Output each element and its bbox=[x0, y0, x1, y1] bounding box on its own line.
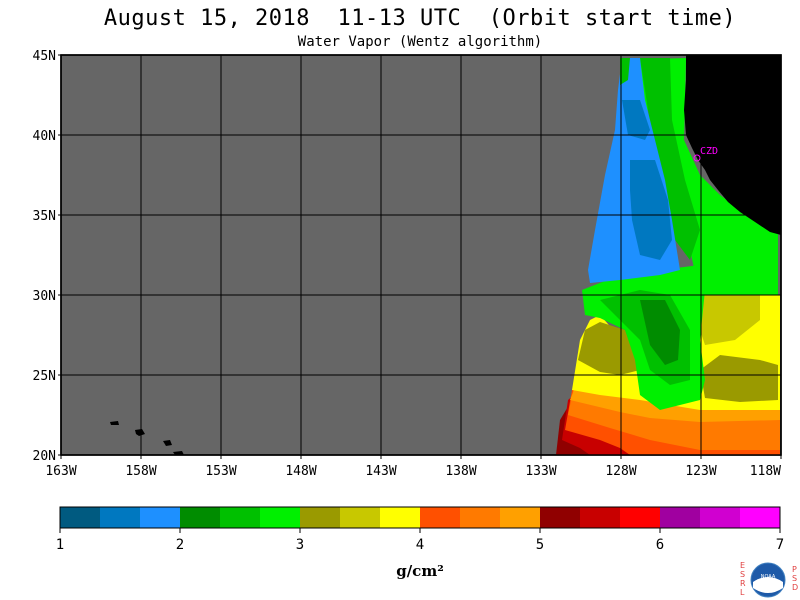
colorbar-swatch bbox=[340, 507, 380, 528]
colorbar-swatch bbox=[420, 507, 460, 528]
grid-lines bbox=[61, 55, 781, 455]
colorbar-swatch bbox=[220, 507, 260, 528]
latitude-label: 25N bbox=[33, 369, 56, 384]
colorbar-swatch bbox=[60, 507, 100, 528]
noaa-logo: NOAA E S R L P S D bbox=[740, 561, 798, 598]
longitude-label: 143W bbox=[365, 464, 396, 479]
colorbar-swatch bbox=[700, 507, 740, 528]
latitude-labels: 45N 40N 35N 30N 25N 20N bbox=[33, 49, 61, 464]
colorbar-swatch bbox=[740, 507, 780, 528]
latitude-label: 45N bbox=[33, 49, 56, 64]
longitude-label: 158W bbox=[125, 464, 156, 479]
logo-letter: L bbox=[740, 588, 745, 597]
colorbar-swatch bbox=[300, 507, 340, 528]
colorbar-swatch bbox=[580, 507, 620, 528]
longitude-label: 128W bbox=[605, 464, 636, 479]
logo-letter: R bbox=[740, 579, 746, 588]
longitude-labels: 163W 158W 153W 148W 143W 138W 133W 128W 123W 118W bbox=[45, 455, 782, 479]
colorbar-tick-label: 3 bbox=[296, 537, 304, 553]
logo-center-text: NOAA bbox=[761, 574, 776, 580]
colorbar-swatch bbox=[380, 507, 420, 528]
logo-letter: P bbox=[792, 565, 797, 574]
colorbar bbox=[59, 506, 781, 529]
longitude-label: 153W bbox=[205, 464, 236, 479]
colorbar-swatch bbox=[540, 507, 580, 528]
colorbar-units: g/cm² bbox=[396, 562, 444, 580]
map-subtitle: Water Vapor (Wentz algorithm) bbox=[297, 34, 543, 50]
station-marker bbox=[693, 154, 701, 162]
longitude-label: 118W bbox=[750, 464, 781, 479]
latitude-label: 20N bbox=[33, 449, 56, 464]
colorbar-swatch bbox=[660, 507, 700, 528]
logo-letter: S bbox=[792, 574, 797, 583]
colorbar-swatch bbox=[260, 507, 300, 528]
longitude-label: 148W bbox=[285, 464, 316, 479]
colorbar-swatch bbox=[500, 507, 540, 528]
colorbar-tick-label: 4 bbox=[416, 537, 424, 553]
colorbar-tick-label: 5 bbox=[536, 537, 544, 553]
logo-letter: S bbox=[740, 570, 745, 579]
longitude-label: 138W bbox=[445, 464, 476, 479]
latitude-label: 35N bbox=[33, 209, 56, 224]
colorbar-swatch bbox=[620, 507, 660, 528]
colorbar-swatch bbox=[460, 507, 500, 528]
longitude-label: 163W bbox=[45, 464, 76, 479]
colorbar-swatch bbox=[180, 507, 220, 528]
land-mass bbox=[110, 55, 781, 455]
latitude-label: 40N bbox=[33, 129, 56, 144]
longitude-label: 133W bbox=[525, 464, 556, 479]
colorbar-tick-label: 2 bbox=[176, 537, 184, 553]
colorbar-tick-label: 6 bbox=[656, 537, 664, 553]
station-label: CZD bbox=[700, 146, 719, 157]
latitude-label: 30N bbox=[33, 289, 56, 304]
logo-letter: D bbox=[792, 583, 798, 592]
map-title: August 15, 2018 11-13 UTC (Orbit start t… bbox=[103, 6, 737, 31]
colorbar-swatch bbox=[140, 507, 180, 528]
logo-letter: E bbox=[740, 561, 745, 570]
longitude-label: 123W bbox=[685, 464, 716, 479]
colorbar-tick-label: 7 bbox=[776, 537, 784, 553]
colorbar-swatch bbox=[100, 507, 140, 528]
colorbar-tick-label: 1 bbox=[56, 537, 64, 553]
colorbar-ticks: 1 2 3 4 5 6 7 bbox=[56, 528, 784, 553]
